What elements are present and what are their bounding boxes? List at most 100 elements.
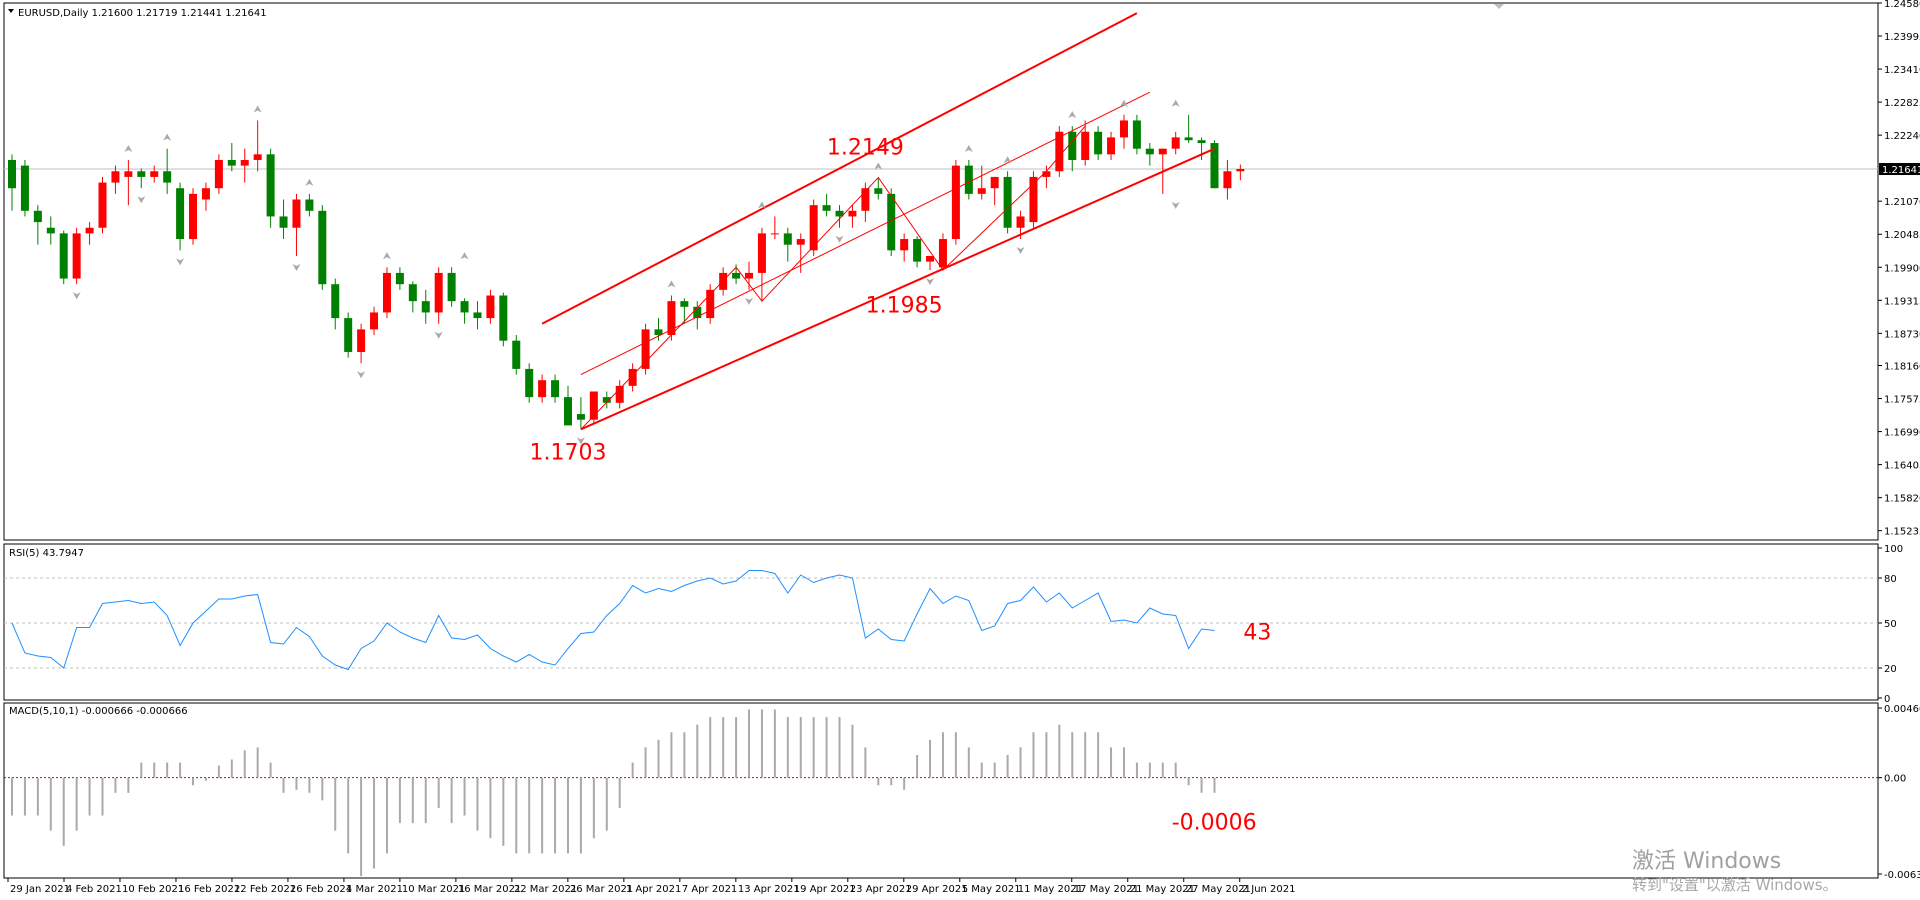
candle-up xyxy=(848,210,857,217)
date-tick-label: 13 Apr 2021 xyxy=(738,884,800,895)
candle-down xyxy=(460,301,469,313)
fractals-layer xyxy=(72,99,1180,445)
date-tick-label: 23 Apr 2021 xyxy=(850,884,912,895)
candle-up xyxy=(796,239,805,245)
macd-tick-label: -0.006361 xyxy=(1884,870,1920,881)
price-tick-label: 1.15820 xyxy=(1884,494,1920,505)
candles-layer xyxy=(8,114,1245,430)
macd-panel-frame xyxy=(3,702,1879,879)
price-tick-label: 1.19315 xyxy=(1884,296,1920,307)
candle-down xyxy=(473,312,482,319)
macd-tick-label: 0.004601 xyxy=(1884,704,1920,715)
price-tick-label: 1.16405 xyxy=(1884,461,1920,472)
candle-down xyxy=(1094,131,1103,155)
candle-up xyxy=(370,312,379,330)
price-tick-label: 1.20485 xyxy=(1884,230,1920,241)
candle-up xyxy=(589,391,598,420)
collapse-triangle-icon[interactable] xyxy=(8,9,14,13)
channel-line xyxy=(580,147,1215,431)
price-axis: 1.24580 1.23995 1.23410 1.22825 1.22240 1.210… xyxy=(1878,0,1920,538)
candle-down xyxy=(680,301,689,307)
fractal-up-icon xyxy=(874,162,883,170)
candle-down xyxy=(887,193,896,251)
rsi-tick-label: 100 xyxy=(1884,544,1903,555)
candle-down xyxy=(576,414,585,420)
annotations-layer: 1.2149 1.1985 1.1703 xyxy=(529,135,942,465)
candle-down xyxy=(1210,143,1219,189)
candle-down xyxy=(305,199,314,211)
candle-down xyxy=(835,210,844,217)
candle-down xyxy=(783,233,792,245)
candle-down xyxy=(822,205,831,211)
price-tick-label: 1.18160 xyxy=(1884,362,1920,373)
fractal-up-icon xyxy=(163,133,172,141)
candle-up xyxy=(538,380,547,398)
scroll-marker-icon xyxy=(1494,4,1504,9)
price-tick-label: 1.16990 xyxy=(1884,428,1920,439)
candle-up xyxy=(189,193,198,240)
candle-down xyxy=(732,272,741,279)
candle-up xyxy=(615,385,624,403)
candle-down xyxy=(551,380,560,398)
rsi-tick-label: 0 xyxy=(1884,694,1890,705)
macd-axis: 0.004601 0.00 -0.006361 xyxy=(1878,704,1920,881)
candle-up xyxy=(1223,171,1232,189)
fractal-up-icon xyxy=(667,280,676,288)
candle-up xyxy=(938,239,947,268)
candle-up xyxy=(72,233,81,279)
rsi-tick-label: 80 xyxy=(1884,574,1897,585)
fractal-down-icon xyxy=(926,278,935,286)
candle-down xyxy=(59,233,68,279)
date-tick-label: 1 Apr 2021 xyxy=(626,884,681,895)
fractal-down-icon xyxy=(1171,201,1180,209)
candle-down xyxy=(20,165,29,211)
channel-line xyxy=(541,12,1138,325)
candle-up xyxy=(124,171,133,177)
candle-up xyxy=(926,255,935,262)
candle-up xyxy=(900,239,909,251)
price-panel[interactable]: 1.2149 1.1985 1.1703 EURUSD,Daily 1.21600 … xyxy=(3,0,1920,541)
price-tick-label: 1.22240 xyxy=(1884,131,1920,142)
fractal-down-icon xyxy=(1016,247,1025,255)
candle-up xyxy=(111,171,120,183)
date-tick-label: 10 Feb 2021 xyxy=(122,884,184,895)
candle-up xyxy=(757,233,766,273)
candle-down xyxy=(1184,137,1193,141)
rsi-panel[interactable]: RSI(5) 43.7947 100 80 50 20 0 43 xyxy=(3,543,1903,705)
fractal-up-icon xyxy=(124,144,133,152)
candle-up xyxy=(809,205,818,251)
fractal-up-icon xyxy=(964,144,973,152)
current-price-box xyxy=(1879,163,1920,176)
date-tick-label: 17 May 2021 xyxy=(1074,884,1139,895)
price-tick-label: 1.18730 xyxy=(1884,329,1920,340)
rsi-tick-label: 20 xyxy=(1884,664,1897,675)
date-tick-label: 4 Feb 2021 xyxy=(66,884,122,895)
fractal-up-icon xyxy=(305,178,314,186)
macd-panel[interactable]: MACD(5,10,1) -0.000666 -0.000666 0.0046 0… xyxy=(3,702,1920,881)
candle-up xyxy=(98,182,107,228)
candle-up xyxy=(977,188,986,194)
candle-up xyxy=(861,188,870,211)
candle-down xyxy=(344,318,353,352)
rsi-levels xyxy=(4,577,1878,669)
macd-histogram xyxy=(11,709,1216,877)
candle-up xyxy=(240,159,249,166)
fractal-down-icon xyxy=(576,437,585,445)
candle-down xyxy=(499,295,508,341)
date-tick-label: 27 May 2021 xyxy=(1186,884,1251,895)
fractal-down-icon xyxy=(72,292,81,300)
candle-up xyxy=(292,199,301,228)
date-tick-label: 19 Apr 2021 xyxy=(794,884,856,895)
price-panel-frame xyxy=(3,2,1879,541)
fractal-up-icon xyxy=(460,252,469,260)
candle-up xyxy=(951,165,960,240)
candle-up xyxy=(745,272,754,279)
date-tick-label: 26 Feb 2021 xyxy=(290,884,352,895)
fractal-up-icon xyxy=(1003,156,1012,164)
candle-up xyxy=(1171,137,1180,149)
date-tick-label: 5 May 2021 xyxy=(962,884,1021,895)
fractal-up-icon xyxy=(1171,99,1180,107)
candle-down xyxy=(33,210,42,223)
candle-down xyxy=(279,216,288,228)
